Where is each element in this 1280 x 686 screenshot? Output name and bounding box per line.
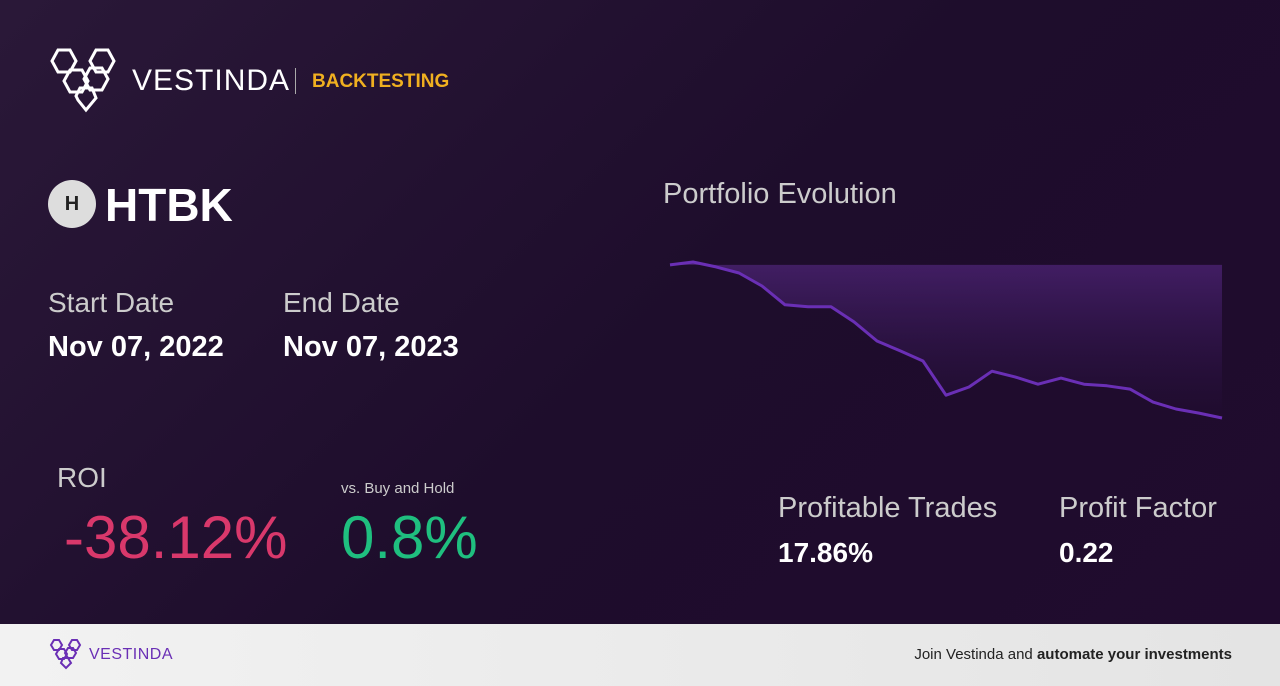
profitable-value: 17.86% [778, 537, 873, 568]
chart-title: Portfolio Evolution [663, 178, 897, 210]
divider [295, 68, 296, 94]
vs-value: 0.8% [341, 504, 478, 571]
footer-brand: VESTINDA [89, 646, 174, 663]
area [670, 262, 1222, 418]
chart [669, 260, 1223, 420]
roi-value: -38.12% [64, 504, 288, 571]
ticker: HTBK [105, 179, 233, 231]
vs-label: vs. Buy and Hold [341, 480, 455, 497]
footer-text: Join Vestinda and automate your investme… [914, 646, 1232, 663]
footer-text-plain: Join Vestinda and [914, 646, 1037, 663]
profitable-label: Profitable Trades [778, 492, 998, 524]
brand: VESTINDA [132, 64, 291, 97]
line [669, 260, 1223, 420]
pf-value: 0.22 [1059, 537, 1114, 568]
end-label: End Date [283, 287, 400, 318]
roi-label: ROI [57, 462, 107, 493]
footer: VESTINDA Join Vestinda and automate your… [0, 624, 1280, 686]
start-label: Start Date [48, 287, 175, 318]
footer-text-bold: automate your investments [1036, 646, 1232, 663]
end-value: Nov 07, 2023 [283, 331, 459, 363]
pf-label: Profit Factor [1059, 492, 1217, 524]
section: BACKTESTING [312, 71, 450, 92]
footer-logo [49, 639, 82, 670]
logo [50, 48, 116, 113]
start-value: Nov 07, 2022 [48, 331, 224, 363]
ticker-icon: H [48, 180, 96, 228]
